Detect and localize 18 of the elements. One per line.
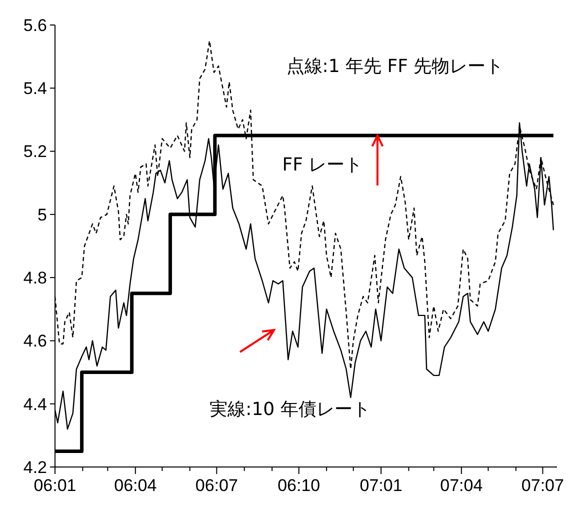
x-tick-label: 06:04 xyxy=(114,476,157,495)
x-tick-label: 07:04 xyxy=(440,476,483,495)
x-tick-label: 06:01 xyxy=(34,476,76,495)
y-tick-label: 5.2 xyxy=(23,142,47,162)
annotation: 点線:1 年先 FF 先物レート xyxy=(286,56,504,77)
annotation: FF レート xyxy=(282,154,363,176)
y-tick-label: 5 xyxy=(38,205,47,224)
y-tick-label: 4.8 xyxy=(23,268,47,288)
y-tick-label: 4.2 xyxy=(23,458,47,477)
x-tick-label: 07:07 xyxy=(521,476,564,495)
annotation: 実線:10 年債レート xyxy=(210,399,370,420)
y-tick-label: 5.4 xyxy=(23,79,47,98)
y-tick-label: 4.6 xyxy=(23,332,47,351)
x-tick-label: 07:01 xyxy=(360,476,402,495)
x-tick-label: 06:07 xyxy=(195,476,238,495)
y-tick-label: 5.6 xyxy=(23,16,47,35)
x-tick-label: 06:10 xyxy=(278,476,320,495)
y-tick-label: 4.4 xyxy=(23,394,47,414)
